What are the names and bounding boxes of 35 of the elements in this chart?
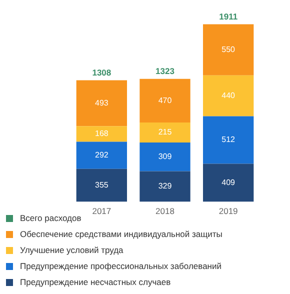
bar (140, 171, 190, 202)
data-label: 309 (158, 152, 172, 162)
bar (203, 164, 254, 202)
data-label: 470 (158, 96, 172, 105)
data-label: 168 (94, 129, 109, 138)
bar (140, 78, 190, 123)
legend-label: Предупреждение профессиональных заболеваний (20, 261, 222, 271)
data-label: 355 (94, 180, 109, 190)
legend-label: Улучшение условий труда (20, 245, 124, 255)
x-tick-label: 2017 (92, 206, 112, 216)
bar (76, 126, 127, 142)
bar (203, 24, 254, 76)
data-label: 493 (94, 98, 109, 108)
data-label: 512 (222, 135, 236, 144)
bar (76, 80, 127, 126)
bar (140, 122, 190, 143)
bar (76, 168, 127, 202)
data-label: 550 (222, 45, 236, 54)
bar (203, 75, 254, 116)
bar (76, 142, 127, 169)
legend-label: Обеспечение средствами индивидуальной защиты (20, 229, 222, 239)
data-label: 409 (222, 178, 236, 188)
data-label: 215 (158, 128, 172, 137)
bar (140, 142, 190, 172)
legend-label: Всего расходов (20, 213, 82, 223)
bar (203, 116, 254, 164)
data-label: 292 (94, 150, 109, 160)
total-label: 1308 (92, 68, 112, 78)
data-label: 329 (158, 182, 172, 191)
x-tick-label: 2019 (218, 206, 238, 216)
legend-label: Предупреждение несчастных случаев (20, 277, 171, 287)
x-tick-label: 2018 (156, 206, 175, 216)
total-label: 1911 (219, 12, 238, 22)
data-label: 440 (222, 91, 236, 100)
total-label: 1323 (156, 66, 175, 76)
